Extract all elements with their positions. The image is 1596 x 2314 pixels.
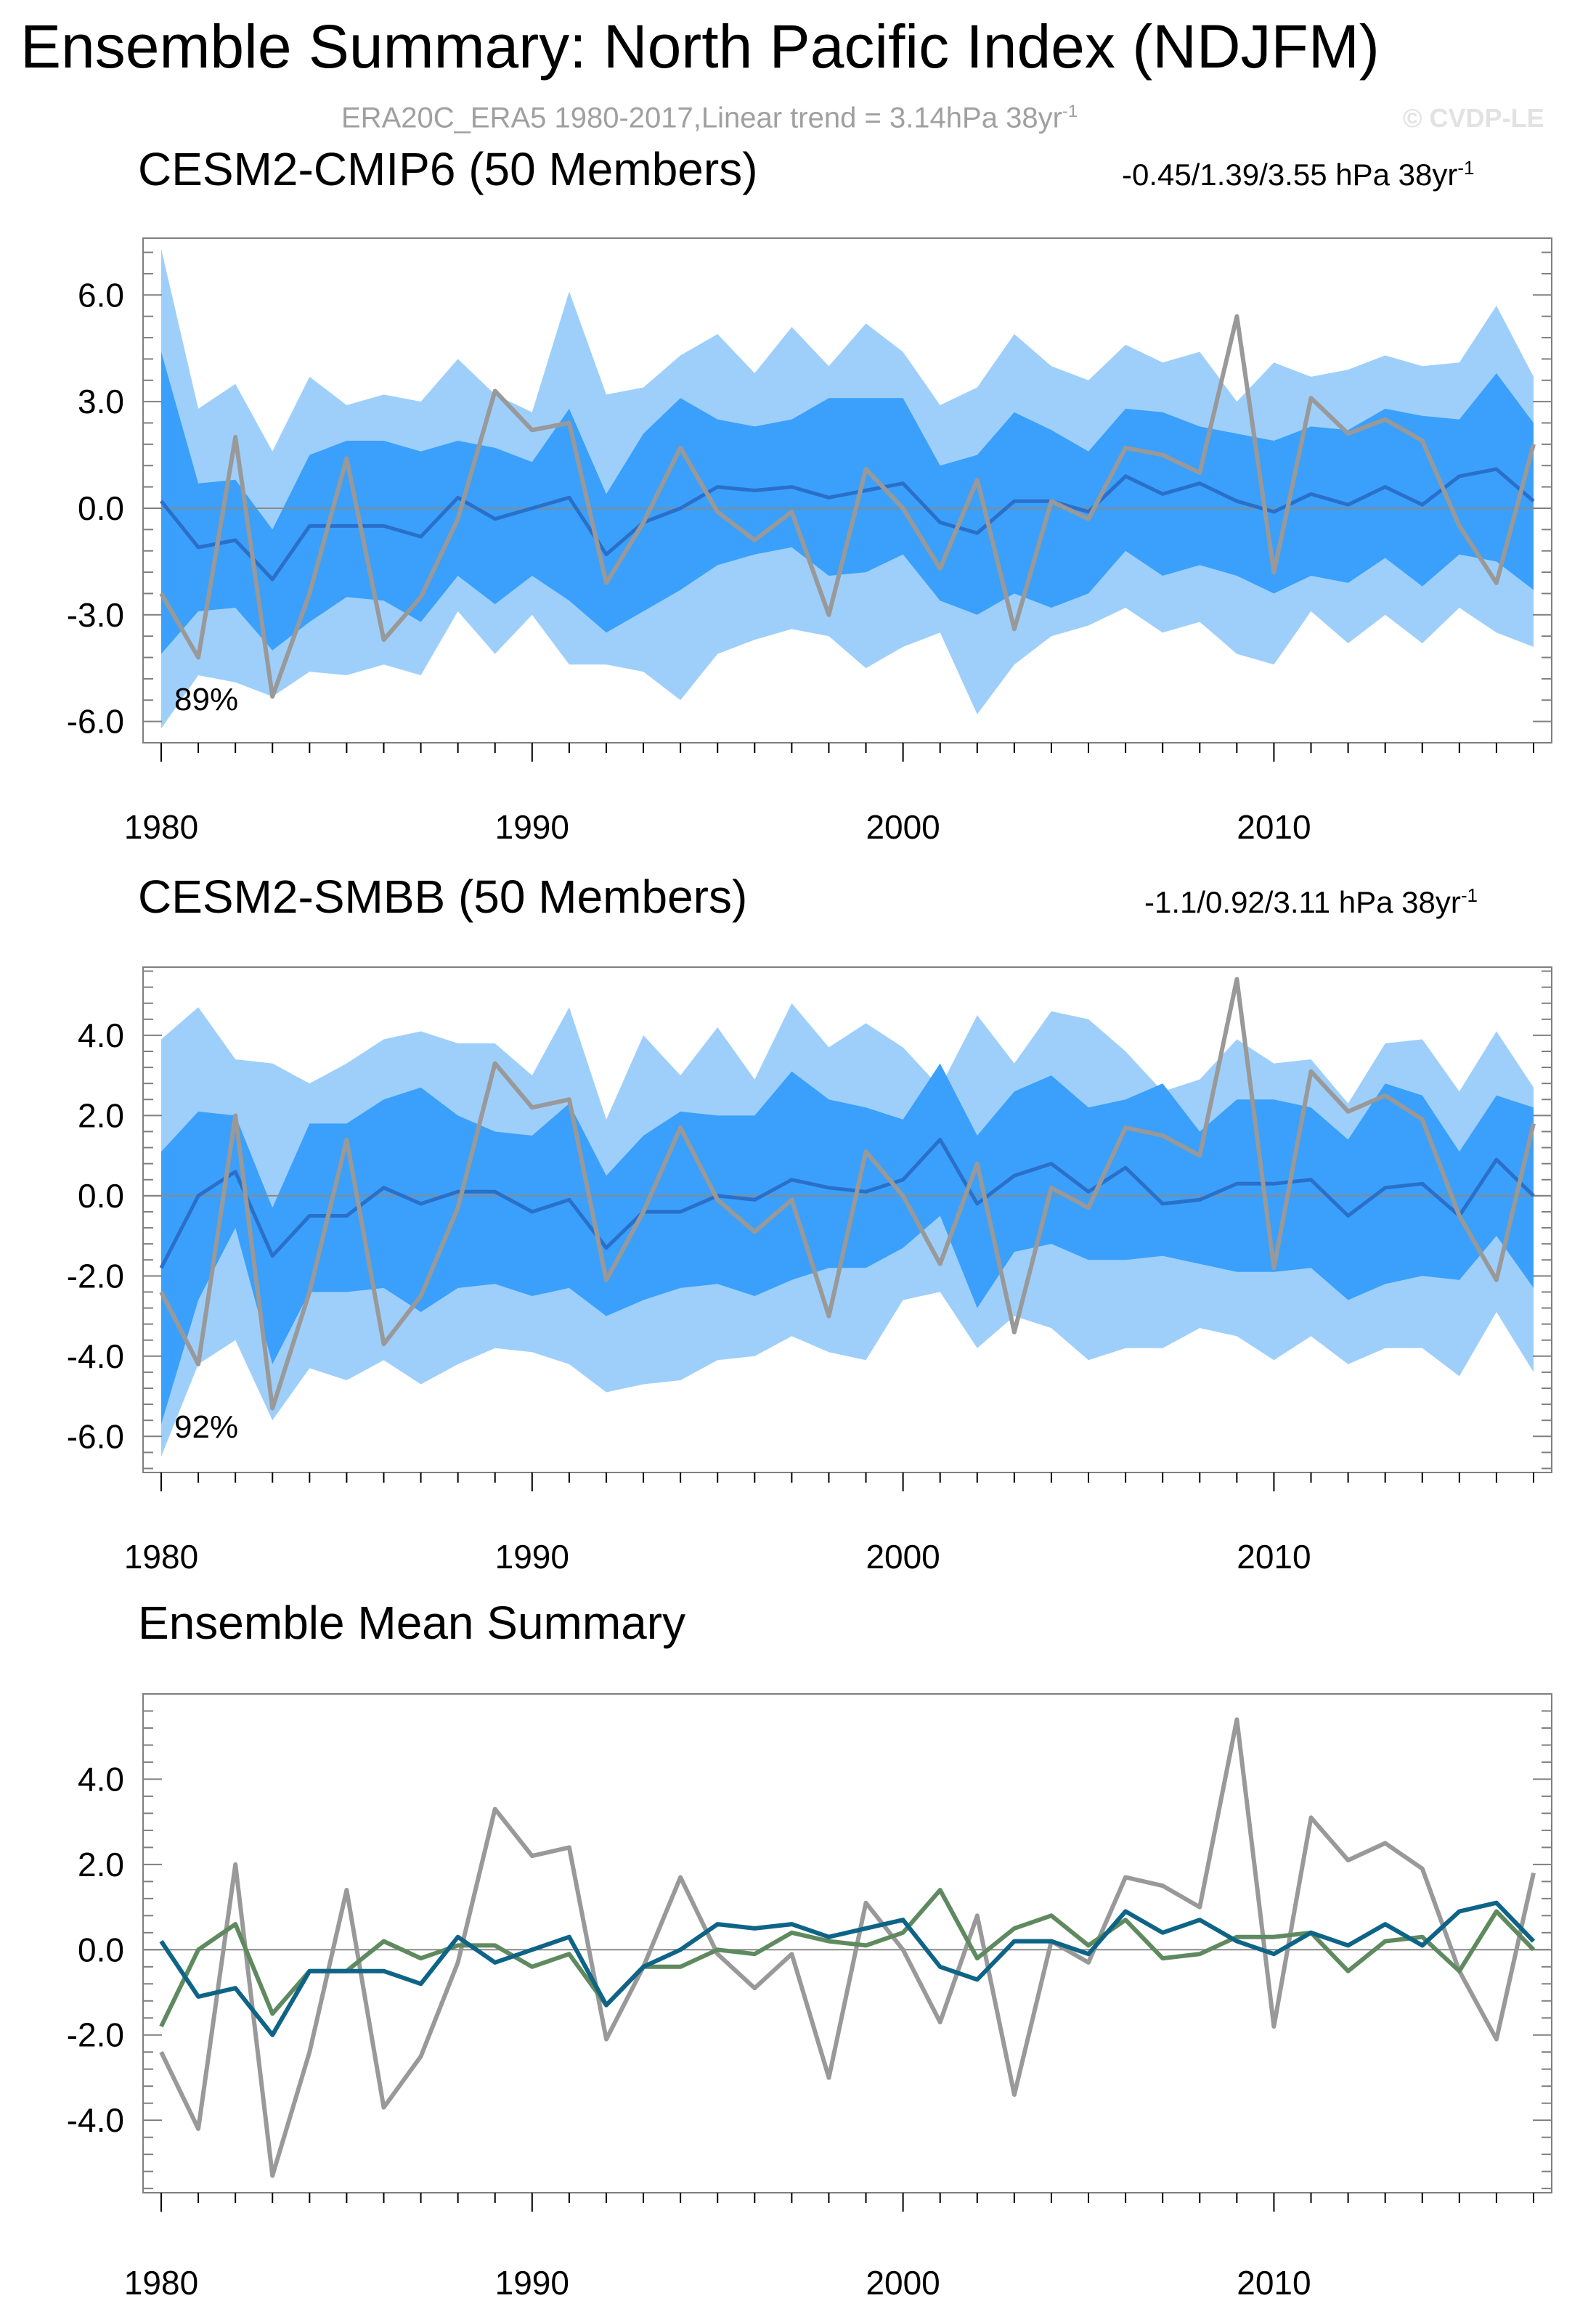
panel2-trend-superscript: -1	[1460, 884, 1478, 906]
x-tick-label: 1990	[495, 808, 569, 846]
x-tick-label: 2010	[1237, 808, 1311, 846]
x-tick-label: 2010	[1237, 1538, 1311, 1576]
subtitle-text: ERA20C_ERA5 1980-2017,Linear trend = 3.1…	[341, 102, 1062, 134]
y-tick-label: 0.0	[78, 1177, 124, 1215]
y-tick-label: 0.0	[78, 1931, 124, 1968]
panel-3: -4.0 -2.0 0.0 2.0 4.0 1980 1990 2000 2010	[67, 1693, 1552, 2302]
y-tick-label: -2.0	[67, 1257, 124, 1295]
copyright-watermark: © CVDP-LE	[1403, 103, 1544, 133]
series-line-obs	[159, 1717, 1536, 2178]
y-tick-label: -6.0	[67, 703, 124, 741]
x-tick-label: 1990	[495, 2264, 569, 2302]
subtitle: ERA20C_ERA5 1980-2017,Linear trend = 3.1…	[341, 102, 1078, 134]
y-tick-label: -6.0	[67, 1417, 124, 1455]
x-tick-label: 2000	[866, 1538, 940, 1576]
ensemble-mean-line	[159, 1138, 1535, 1269]
main-title: Ensemble Summary: North Pacific Index (N…	[20, 12, 1380, 81]
series-line-cmip6	[159, 1900, 1536, 2037]
panel3-title: Ensemble Mean Summary	[138, 1597, 686, 1649]
panel1-trend: -0.45/1.39/3.55 hPa 38yr-1	[1122, 157, 1474, 192]
y-tick-label: -3.0	[67, 596, 124, 634]
panel-1: -6.0 -3.0 0.0 3.0 6.0 1980 1990 2000 2010 89%	[67, 237, 1552, 846]
y-tick-label: 6.0	[78, 276, 124, 314]
plot-frame	[142, 1693, 1552, 2193]
y-tick-label: 2.0	[78, 1846, 124, 1883]
y-tick-label: -4.0	[67, 1337, 124, 1375]
panel1-title: CESM2-CMIP6 (50 Members)	[138, 143, 758, 195]
plot-frame	[142, 966, 1552, 1473]
y-tick-label: -4.0	[67, 2101, 124, 2139]
panel2-trend-text: -1.1/0.92/3.11 hPa 38yr	[1144, 885, 1461, 919]
percent-label: 92%	[174, 1409, 238, 1445]
y-tick-label: 2.0	[78, 1096, 124, 1134]
y-tick-label: 4.0	[78, 1017, 124, 1054]
subtitle-superscript: -1	[1062, 102, 1078, 121]
inner-spread-band	[161, 351, 1534, 654]
plot-frame	[142, 237, 1552, 744]
panel1-trend-text: -0.45/1.39/3.55 hPa 38yr	[1122, 158, 1458, 192]
x-tick-label: 1980	[124, 1538, 198, 1576]
ensemble-mean-line	[160, 467, 1535, 582]
y-tick-label: 0.0	[78, 489, 124, 527]
observation-line	[159, 314, 1536, 699]
series-line-smbb	[159, 1888, 1536, 2028]
x-tick-label: 1980	[124, 2264, 198, 2302]
panel1-trend-superscript: -1	[1457, 157, 1475, 179]
x-tick-label: 2010	[1237, 2264, 1311, 2302]
x-tick-label: 1990	[495, 1538, 569, 1576]
panel2-title: CESM2-SMBB (50 Members)	[138, 871, 748, 923]
percent-label: 89%	[174, 682, 238, 717]
observation-line	[159, 977, 1536, 1411]
inner-spread-band	[161, 1063, 1534, 1425]
x-tick-label: 2000	[866, 2264, 940, 2302]
y-tick-label: -2.0	[67, 2016, 124, 2054]
x-tick-label: 1980	[124, 808, 198, 846]
panel-2: -6.0 -4.0 -2.0 0.0 2.0 4.0 1980 1990 2000 2010 92%	[67, 966, 1552, 1576]
y-tick-label: 4.0	[78, 1760, 124, 1798]
panel2-trend: -1.1/0.92/3.11 hPa 38yr-1	[1144, 884, 1478, 920]
x-tick-label: 2000	[866, 808, 940, 846]
y-tick-label: 3.0	[78, 383, 124, 420]
